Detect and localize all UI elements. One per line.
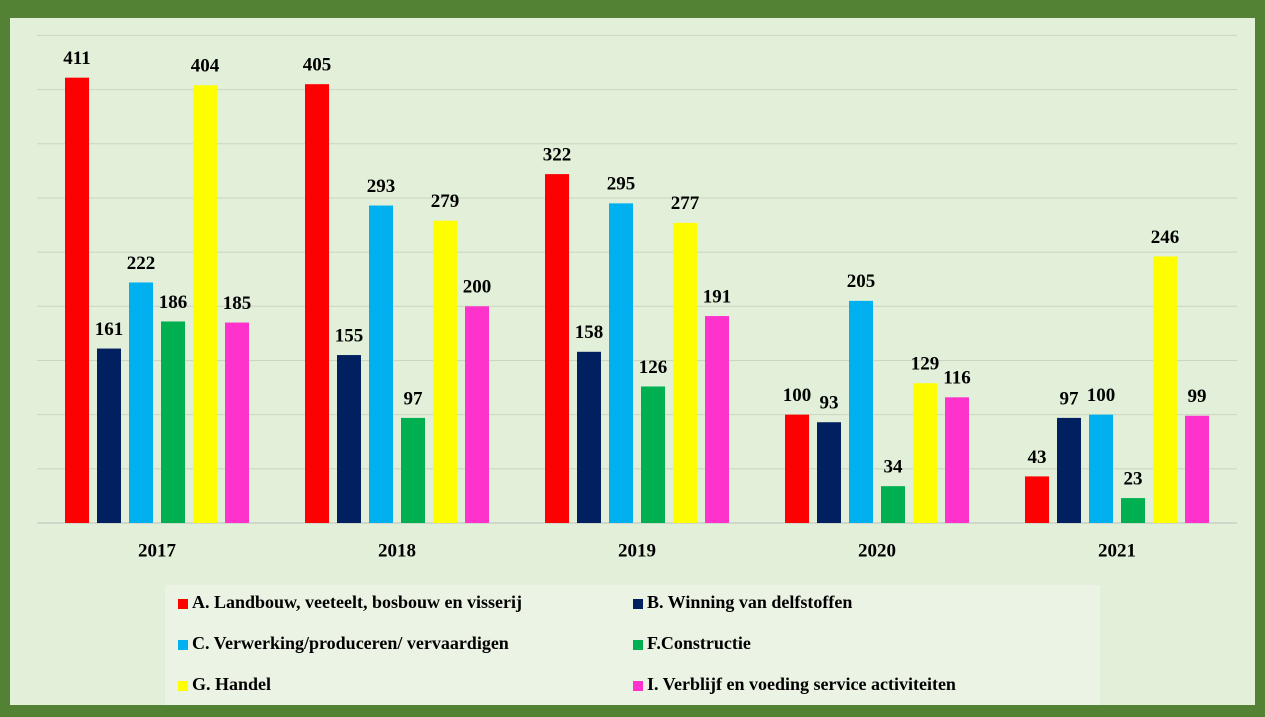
legend-label: C. Verwerking/produceren/ vervaardigen <box>192 633 509 653</box>
value-label: 43 <box>1028 447 1047 468</box>
x-tick-label: 2020 <box>858 540 896 561</box>
legend-swatch <box>633 640 643 650</box>
bar <box>369 205 393 523</box>
value-label: 295 <box>607 174 636 195</box>
legend-box <box>165 585 1100 705</box>
legend-label: I. Verblijf en voeding service activitei… <box>647 674 956 694</box>
value-label: 246 <box>1151 227 1180 248</box>
bar <box>785 414 809 523</box>
value-label: 200 <box>463 277 492 298</box>
bar <box>945 397 969 523</box>
bar <box>337 355 361 523</box>
bar <box>1153 256 1177 523</box>
x-tick-label: 2019 <box>618 540 656 561</box>
value-label: 191 <box>703 286 732 307</box>
bar <box>705 316 729 523</box>
bar <box>577 351 601 523</box>
bar <box>545 174 569 523</box>
legend-label: F.Constructie <box>647 633 751 653</box>
x-tick-label: 2021 <box>1098 540 1136 561</box>
bar <box>305 84 329 523</box>
bar <box>673 222 697 523</box>
value-label: 34 <box>884 457 904 478</box>
legend-swatch <box>633 681 643 691</box>
value-label: 129 <box>911 354 940 375</box>
value-label: 23 <box>1124 468 1143 489</box>
x-tick-label: 2018 <box>378 540 416 561</box>
bar <box>97 348 121 523</box>
bar <box>641 386 665 523</box>
bar <box>465 306 489 523</box>
legend-swatch <box>178 640 188 650</box>
bar <box>401 417 425 523</box>
value-label: 186 <box>159 292 188 313</box>
value-label: 405 <box>303 55 332 76</box>
bar <box>161 321 185 523</box>
value-label: 155 <box>335 325 364 346</box>
bar <box>817 422 841 523</box>
value-label: 222 <box>127 253 156 274</box>
value-label: 97 <box>1060 388 1080 409</box>
bar <box>193 85 217 523</box>
value-label: 185 <box>223 293 252 314</box>
bar <box>433 220 457 523</box>
bar <box>1025 476 1049 523</box>
bar <box>1121 498 1145 523</box>
legend-swatch <box>178 599 188 609</box>
bar <box>65 77 89 523</box>
bar <box>129 282 153 523</box>
legend-label: G. Handel <box>192 674 271 694</box>
legend-swatch <box>633 599 643 609</box>
x-tick-label: 2017 <box>138 540 177 561</box>
bar <box>225 322 249 523</box>
value-label: 279 <box>431 191 460 212</box>
value-label: 100 <box>783 385 812 406</box>
value-label: 99 <box>1188 386 1207 407</box>
bar <box>881 486 905 523</box>
value-label: 158 <box>575 322 604 343</box>
value-label: 322 <box>543 144 572 165</box>
value-label: 404 <box>191 56 220 77</box>
bar <box>1057 417 1081 523</box>
bar <box>913 383 937 523</box>
value-label: 205 <box>847 271 876 292</box>
value-label: 411 <box>63 48 90 69</box>
legend-label: B. Winning van delfstoffen <box>647 592 852 612</box>
value-label: 97 <box>404 388 424 409</box>
legend-swatch <box>178 681 188 691</box>
value-label: 161 <box>95 319 124 340</box>
bar <box>849 300 873 523</box>
value-label: 116 <box>943 368 970 389</box>
legend-label: A. Landbouw, veeteelt, bosbouw en visser… <box>192 592 522 612</box>
value-label: 293 <box>367 176 396 197</box>
bar <box>1089 414 1113 523</box>
value-label: 100 <box>1087 385 1116 406</box>
value-label: 93 <box>820 393 839 414</box>
value-label: 277 <box>671 193 700 214</box>
value-label: 126 <box>639 357 668 378</box>
bar <box>609 203 633 523</box>
bar <box>1185 415 1209 523</box>
